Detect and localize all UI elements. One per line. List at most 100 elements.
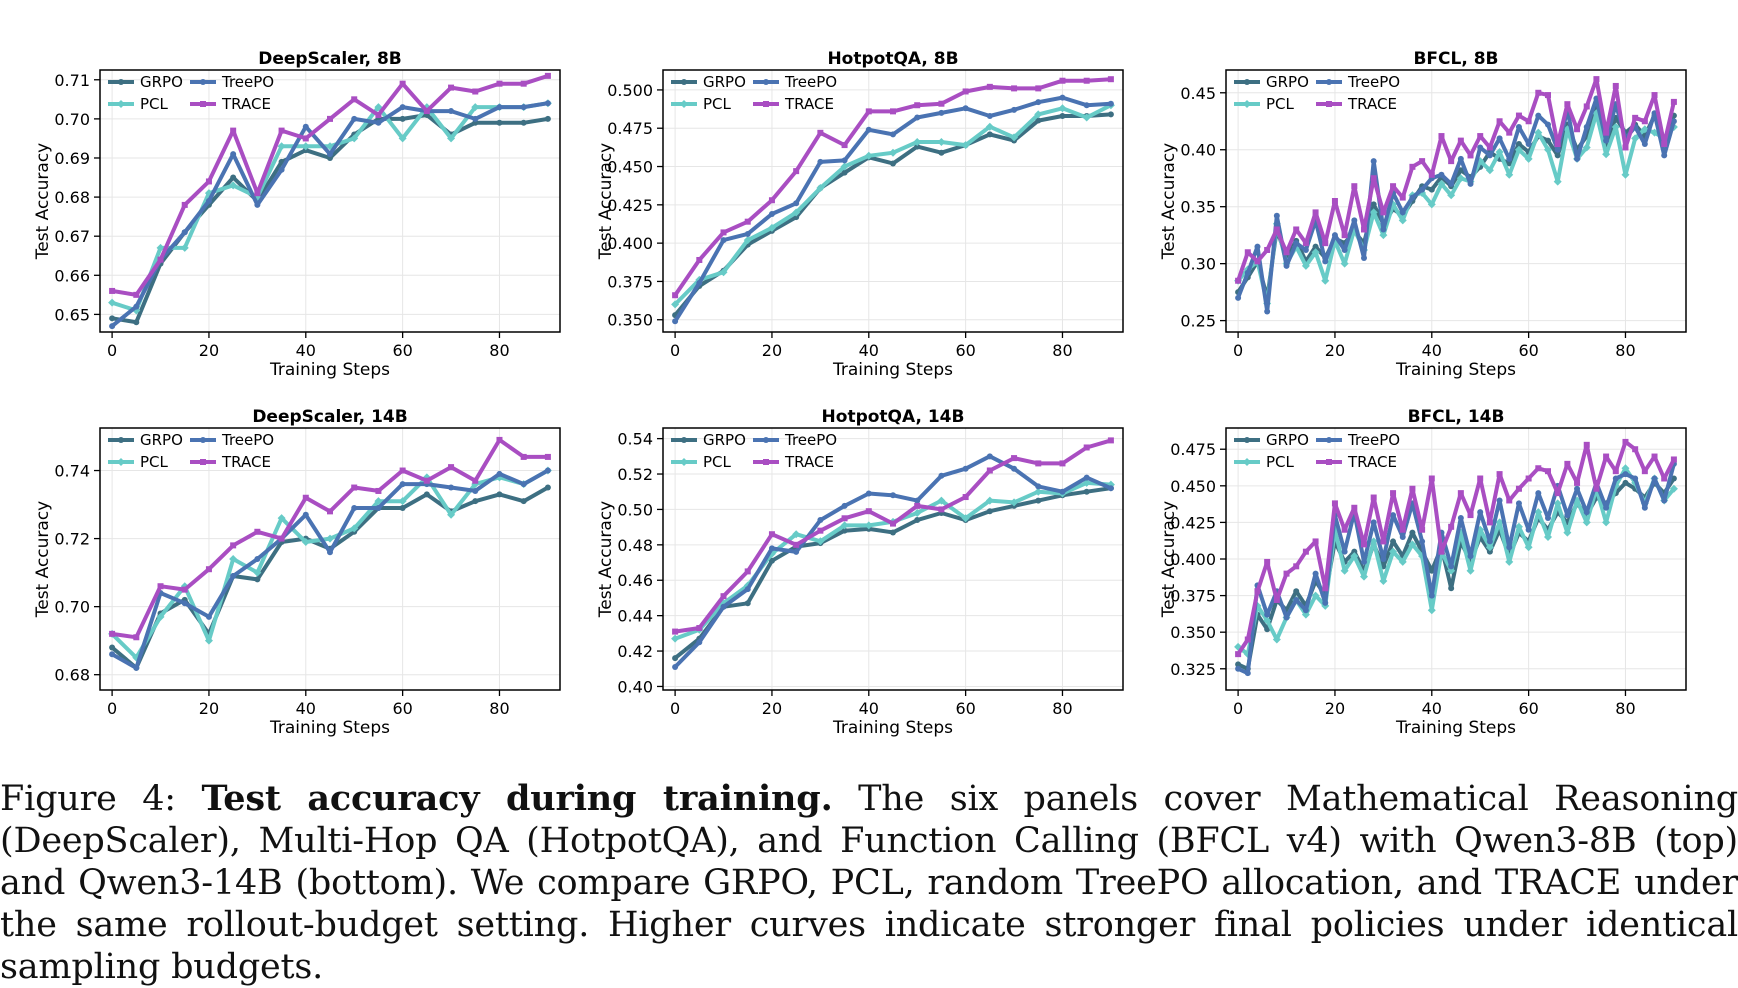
data-point <box>1651 475 1658 482</box>
data-point <box>1602 518 1611 527</box>
data-point <box>1582 143 1591 152</box>
data-point <box>254 190 261 197</box>
legend-marker <box>681 79 687 85</box>
data-point <box>1035 460 1042 467</box>
data-point <box>1582 518 1591 527</box>
data-point <box>1506 129 1513 136</box>
data-point <box>375 119 382 126</box>
data-point <box>1545 92 1551 99</box>
data-point <box>841 157 848 164</box>
data-point <box>1380 226 1387 233</box>
data-point <box>1380 538 1387 545</box>
y-tick-label: 0.50 <box>617 500 653 519</box>
data-point <box>1302 607 1309 614</box>
data-point <box>1603 504 1610 511</box>
data-point <box>1525 526 1532 533</box>
data-point <box>1486 538 1493 545</box>
data-point <box>1612 475 1619 482</box>
data-point <box>109 323 116 330</box>
chart-title: DeepScaler, 8B <box>258 49 402 69</box>
data-point <box>914 517 921 524</box>
data-point <box>1651 92 1658 99</box>
data-point <box>1574 126 1581 133</box>
data-point <box>375 111 382 118</box>
data-point <box>448 464 455 471</box>
data-point <box>914 497 921 504</box>
data-point <box>520 80 527 87</box>
data-point <box>254 528 261 535</box>
data-point <box>230 127 237 134</box>
data-point <box>496 80 503 87</box>
data-point <box>1035 85 1042 92</box>
data-point <box>696 256 703 263</box>
data-point <box>744 586 751 593</box>
data-point <box>816 537 825 546</box>
data-point <box>399 481 406 488</box>
data-point <box>1574 485 1581 492</box>
data-point <box>792 208 801 217</box>
data-point <box>744 568 751 575</box>
data-point <box>792 530 801 539</box>
data-point <box>865 508 872 515</box>
data-point <box>544 467 551 474</box>
data-point <box>1331 500 1338 507</box>
data-point <box>1622 438 1629 445</box>
data-point <box>399 115 406 122</box>
data-point <box>1448 563 1455 570</box>
data-point <box>1264 558 1271 565</box>
data-point <box>1621 464 1630 473</box>
data-point <box>865 126 872 133</box>
y-tick-label: 0.350 <box>1170 623 1216 642</box>
y-tick-label: 0.30 <box>1180 255 1216 274</box>
x-tick-label: 80 <box>489 699 509 718</box>
data-point <box>672 628 679 635</box>
data-point <box>1448 158 1455 165</box>
data-point <box>768 557 775 564</box>
data-point <box>133 303 140 310</box>
data-point <box>1486 519 1493 526</box>
data-point <box>1670 98 1677 105</box>
data-point <box>793 541 800 548</box>
data-point <box>1553 177 1562 186</box>
data-point <box>840 162 849 171</box>
figure: 0 20 40 60 80 0.65 0.66 0.67 0.68 0.69 0.70 0.71 Dee… <box>33 49 1687 738</box>
data-point <box>793 168 800 175</box>
data-point <box>1534 508 1543 517</box>
data-point <box>1419 158 1426 165</box>
data-point <box>399 80 406 87</box>
data-point <box>1360 572 1368 581</box>
data-point <box>351 484 358 491</box>
data-point <box>841 169 848 176</box>
data-point <box>1035 483 1042 490</box>
legend-marker <box>680 100 688 108</box>
data-point <box>1514 522 1523 531</box>
chart-panel-1: 0 20 40 60 80 0.65 0.66 0.67 0.68 0.69 0.70 0.71 Dee… <box>33 49 561 380</box>
legend-marker <box>117 100 125 108</box>
data-point <box>864 151 873 160</box>
data-point <box>447 510 456 519</box>
data-point <box>1632 446 1639 453</box>
data-point <box>1273 212 1280 219</box>
x-axis-label: Training Steps <box>269 360 390 380</box>
data-point <box>962 105 969 112</box>
legend-marker <box>763 459 769 465</box>
data-point <box>254 201 261 208</box>
y-axis-label: Test Accuracy <box>1159 143 1179 261</box>
data-point <box>301 537 310 546</box>
data-point <box>1301 610 1310 619</box>
data-point <box>817 158 824 165</box>
data-point <box>1428 171 1435 178</box>
data-point <box>1301 261 1310 270</box>
legend-marker <box>680 458 688 466</box>
series-line-grpo <box>110 485 549 670</box>
data-point <box>961 141 970 150</box>
data-point <box>1083 102 1090 109</box>
data-point <box>937 138 946 147</box>
data-point <box>472 88 479 95</box>
data-point <box>1311 248 1320 257</box>
data-point <box>890 529 896 536</box>
data-point <box>1419 186 1426 193</box>
data-point <box>1506 544 1513 551</box>
data-point <box>472 498 479 505</box>
plot-frame <box>99 69 561 333</box>
